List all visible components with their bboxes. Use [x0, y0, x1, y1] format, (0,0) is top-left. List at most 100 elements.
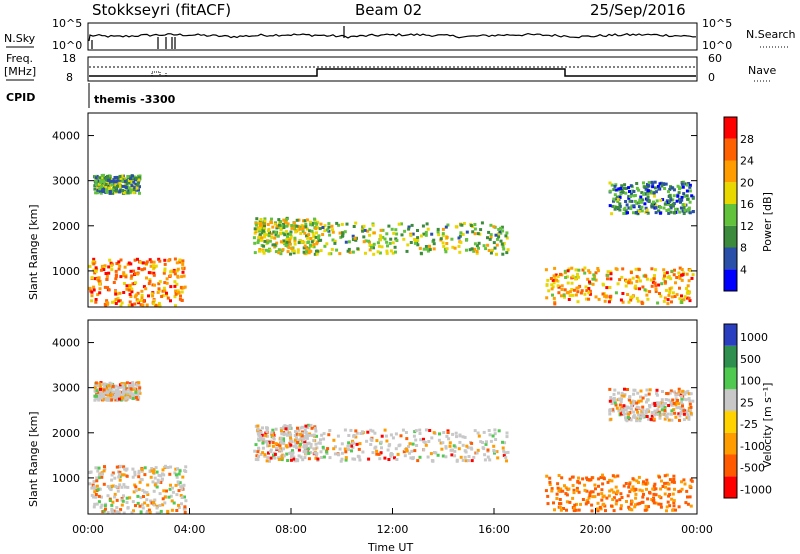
- freq-tick-bottom: 8: [66, 71, 73, 84]
- echo-cell: [396, 452, 400, 456]
- echo-cell: [309, 220, 312, 224]
- echo-cell: [326, 447, 330, 451]
- echo-cell: [138, 480, 142, 484]
- echo-cell: [444, 455, 448, 459]
- echo-cell: [670, 480, 674, 484]
- echo-cell: [502, 449, 506, 453]
- echo-cell: [644, 411, 648, 415]
- echo-cell: [411, 456, 415, 460]
- echo-cell: [165, 489, 168, 493]
- echo-cell: [134, 396, 138, 399]
- echo-cell: [584, 285, 588, 289]
- power-panel-frame: [87, 112, 698, 308]
- echo-cell: [259, 437, 263, 441]
- echo-cell: [103, 285, 107, 289]
- echo-cell: [288, 439, 292, 443]
- echo-cell: [181, 266, 184, 270]
- echo-cell: [667, 418, 671, 422]
- echo-cell: [422, 440, 426, 444]
- echo-cell: [323, 244, 327, 248]
- echo-cell: [416, 229, 419, 232]
- echo-cell: [125, 474, 129, 478]
- echo-cell: [641, 482, 645, 486]
- echo-cell: [489, 439, 493, 443]
- echo-cell: [330, 247, 334, 251]
- echo-cell: [298, 225, 302, 229]
- echo-cell: [649, 417, 653, 421]
- echo-cell: [638, 209, 641, 213]
- echo-cell: [138, 389, 141, 393]
- echo-cell: [616, 474, 620, 478]
- echo-cell: [115, 395, 119, 399]
- echo-cell: [410, 449, 414, 453]
- echo-cell: [550, 487, 554, 491]
- echo-cell: [127, 304, 131, 308]
- echo-cell: [436, 453, 440, 457]
- echo-cell: [664, 280, 667, 284]
- echo-cell: [430, 436, 434, 440]
- echo-cell: [263, 217, 267, 221]
- echo-cell: [114, 181, 118, 185]
- echo-cell: [157, 287, 161, 291]
- echo-cell: [369, 245, 373, 249]
- echo-cell: [496, 232, 500, 236]
- echo-cell: [128, 179, 131, 182]
- echo-cell: [546, 494, 550, 498]
- echo-cell: [636, 400, 640, 404]
- echo-cell: [128, 175, 131, 179]
- echo-cell: [289, 458, 293, 462]
- echo-cell: [563, 295, 566, 299]
- echo-cell: [636, 410, 640, 414]
- echo-cell: [653, 401, 657, 405]
- echo-cell: [436, 230, 440, 234]
- echo-cell: [298, 432, 302, 436]
- echo-cell: [175, 261, 179, 265]
- echo-cell: [667, 404, 671, 407]
- echo-cell: [266, 442, 270, 446]
- echo-cell: [376, 241, 380, 245]
- echo-cell: [309, 445, 313, 449]
- echo-cell: [610, 183, 614, 187]
- echo-cell: [133, 281, 137, 285]
- echo-cell: [304, 449, 308, 453]
- echo-cell: [131, 383, 134, 387]
- echo-cell: [110, 182, 114, 186]
- echo-cell: [124, 273, 128, 277]
- echo-cell: [484, 442, 488, 446]
- echo-cell: [658, 211, 662, 215]
- echo-cell: [427, 440, 431, 443]
- echo-cell: [444, 250, 448, 254]
- echo-cell: [109, 180, 113, 184]
- echo-cell: [667, 190, 670, 194]
- echo-cell: [666, 392, 670, 396]
- echo-cell: [670, 403, 674, 407]
- echo-cell: [292, 249, 296, 253]
- echo-cell: [380, 245, 384, 249]
- echo-cell: [313, 252, 317, 256]
- echo-cell: [372, 246, 375, 250]
- echo-cell: [489, 235, 493, 239]
- echo-cell: [169, 274, 172, 278]
- echo-cell: [270, 236, 274, 239]
- echo-cell: [670, 497, 674, 501]
- echo-cell: [352, 434, 356, 438]
- echo-cell: [634, 488, 638, 492]
- echo-cell: [640, 412, 644, 416]
- echo-cell: [258, 233, 262, 237]
- echo-cell: [624, 482, 628, 485]
- echo-cell: [166, 296, 170, 300]
- echo-cell: [619, 507, 623, 511]
- echo-cell: [548, 480, 552, 484]
- echo-cell: [391, 241, 395, 245]
- echo-cell: [117, 475, 121, 479]
- echo-cell: [665, 209, 669, 212]
- echo-cell: [178, 481, 182, 485]
- echo-cell: [468, 248, 472, 252]
- echo-cell: [645, 277, 649, 281]
- echo-cell: [571, 293, 575, 297]
- echo-cell: [309, 450, 313, 454]
- echo-cell: [674, 281, 677, 285]
- echo-cell: [593, 495, 597, 499]
- echo-cell: [658, 413, 662, 417]
